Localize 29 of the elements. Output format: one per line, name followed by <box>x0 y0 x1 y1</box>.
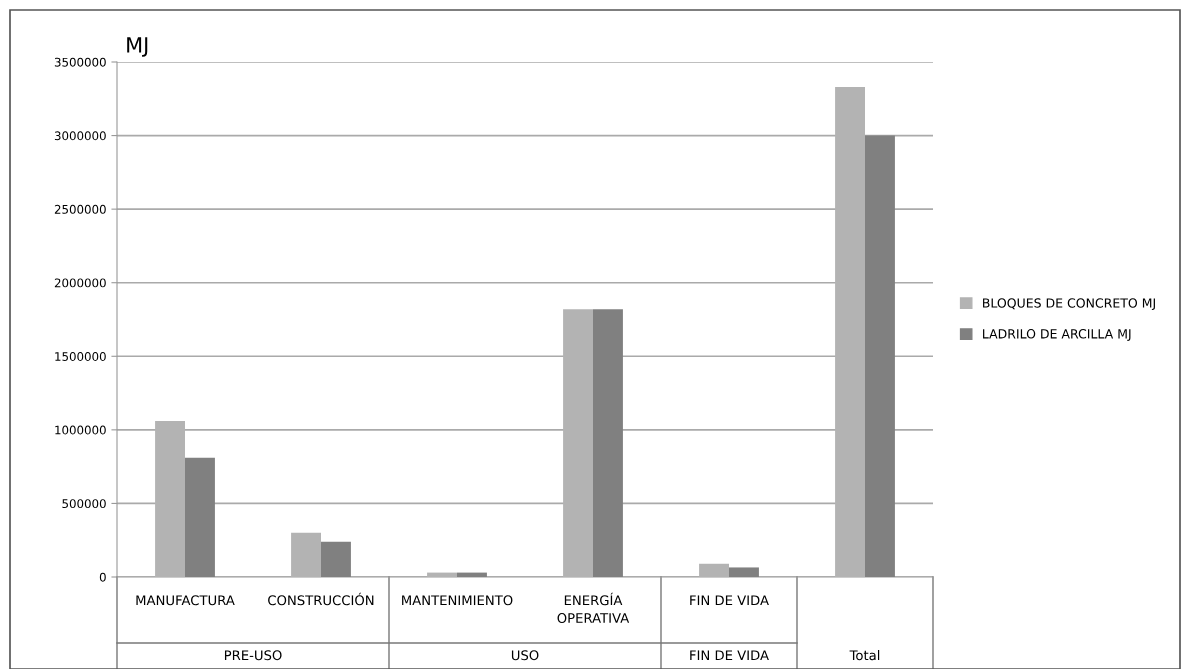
y-tick-label: 1000000 <box>55 425 106 435</box>
x-tick-label: ENERGÍA OPERATIVA <box>557 592 630 624</box>
y-tick-label: 2500000 <box>54 204 106 214</box>
text: FIN DE VIDA <box>690 650 769 661</box>
bar <box>729 567 759 577</box>
text: Total <box>849 650 880 661</box>
text: PRE-USO <box>224 650 282 661</box>
bar <box>185 457 215 577</box>
bar <box>865 135 895 577</box>
bar <box>291 532 321 577</box>
bar <box>457 572 487 577</box>
x-tick-label: FIN DE VIDA <box>690 595 769 606</box>
y-tick-label: 1500000 <box>55 352 106 361</box>
bar <box>427 572 457 577</box>
x-tick-label: MANUFACTURA <box>136 595 235 606</box>
y-axis-title: MJ <box>127 37 148 57</box>
y-tick-label: 3500000 <box>54 57 106 67</box>
y-tick-label: 500000 <box>62 499 106 509</box>
bar <box>593 309 623 577</box>
x-tick-label: MANTENIMIENTO <box>402 595 513 606</box>
y-tick-label: 3000000 <box>54 131 106 141</box>
bar <box>321 541 351 577</box>
legend-label: LADRILO DE ARCILLA MJ <box>983 329 1131 341</box>
legend-label: BLOQUES DE CONCRETO MJ <box>983 298 1155 311</box>
y-tick-label: 2000000 <box>54 278 106 288</box>
x-tick-label: CONSTRUCCIÓN <box>268 592 374 606</box>
y-tick-label: 0 <box>99 572 106 582</box>
bar <box>699 563 729 577</box>
text: USO <box>511 650 539 661</box>
